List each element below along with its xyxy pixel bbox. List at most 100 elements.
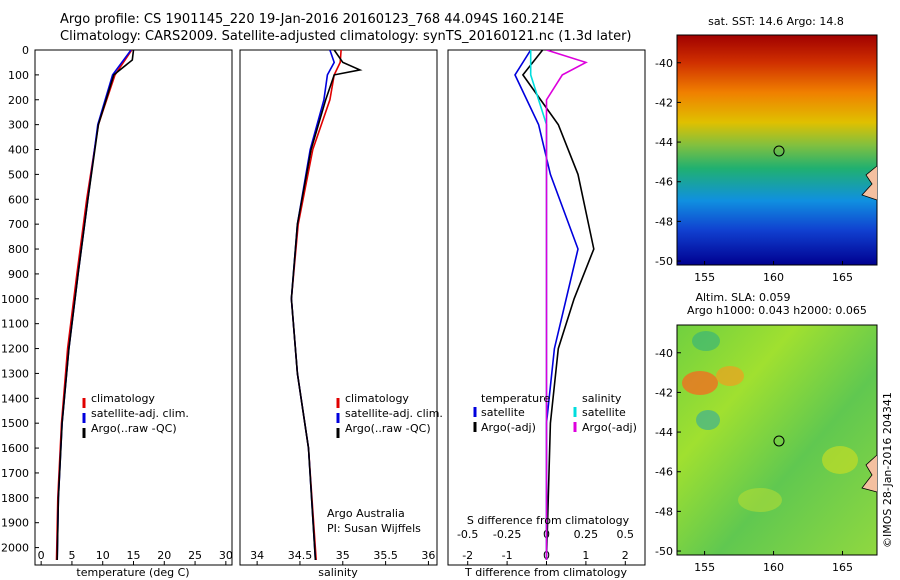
lon-tick-label: 160: [763, 271, 784, 284]
depth-tick-label: 800: [8, 243, 29, 256]
temperature-panel: 0100200300400500600700800900100011001200…: [1, 44, 233, 579]
x-tick-label: 5: [68, 549, 75, 562]
depth-tick-label: 400: [8, 144, 29, 157]
x-tick-label: 20: [157, 549, 171, 562]
x-tick-label: 34.5: [288, 549, 313, 562]
x-tick-label: -2: [462, 549, 473, 562]
x-tick-label: 35.5: [373, 549, 398, 562]
sst-map: sat. SST: 14.6 Argo: 14.8 155 160 165 -40 -4…: [655, 15, 878, 284]
annotation-pi: PI: Susan Wijffels: [327, 522, 421, 535]
depth-tick-label: 2000: [1, 542, 29, 555]
x-tick-label: 2: [622, 549, 629, 562]
sla-map: Altim. SLA: 0.059 Argo h1000: 0.043 h200…: [655, 291, 878, 574]
x-tick-label: 36: [421, 549, 435, 562]
legend-temp-argo: Argo(-adj): [481, 421, 536, 434]
depth-tick-label: 1000: [1, 293, 29, 306]
legend-satellite-adj: satellite-adj. clim.: [91, 407, 189, 420]
difference-legend: temperature salinity satellite Argo(-adj…: [473, 392, 637, 434]
lat-tick-label: -40: [655, 347, 673, 360]
depth-tick-label: 1800: [1, 492, 29, 505]
x-tick-label-salinity: 0.25: [574, 528, 599, 541]
lon-tick-label: 160: [763, 561, 784, 574]
depth-tick-label: 1700: [1, 467, 29, 480]
salinity-legend: climatology satellite-adj. clim. Argo(..…: [336, 392, 443, 438]
title-line-1: Argo profile: CS 1901145_220 19-Jan-2016…: [60, 12, 565, 27]
legend-climatology: climatology: [91, 392, 155, 405]
lat-tick-label: -40: [655, 57, 673, 70]
x-tick-label: 25: [188, 549, 202, 562]
legend-header-salinity: salinity: [582, 392, 622, 405]
lat-tick-label: -50: [655, 255, 673, 268]
x-tick-label-salinity: 0.5: [617, 528, 635, 541]
sla-map-subtitle: Argo h1000: 0.043 h2000: 0.065: [687, 304, 867, 317]
depth-tick-label: 1900: [1, 517, 29, 530]
lat-tick-label: -48: [655, 505, 673, 518]
depth-tick-label: 500: [8, 168, 29, 181]
sst-argo-marker: [773, 145, 785, 157]
sla-map-title: Altim. SLA: 0.059: [695, 291, 790, 304]
depth-tick-label: 1100: [1, 318, 29, 331]
series-line-3: [545, 50, 588, 560]
legend-satellite-adj: satellite-adj. clim.: [345, 407, 443, 420]
difference-panel: -2 -1 0 1 2 -0.5 -0.25 0 0.25 0.5 T difference f…: [447, 49, 646, 579]
lon-tick-label: 165: [832, 271, 853, 284]
lat-tick-label: -44: [655, 136, 673, 149]
coastline: [861, 165, 878, 201]
depth-tick-label: 200: [8, 94, 29, 107]
temperature-axes-box: [34, 49, 233, 566]
temperature-xlabel: temperature (deg C): [76, 566, 189, 579]
series-line-0: [514, 50, 579, 560]
temperature-legend: climatology satellite-adj. clim. Argo(..…: [82, 392, 189, 438]
series-line-1: [521, 50, 595, 561]
depth-tick-label: 1400: [1, 392, 29, 405]
series-line-2: [290, 50, 363, 561]
depth-tick-label: 300: [8, 119, 29, 132]
depth-tick-label: 100: [8, 69, 29, 82]
salinity-xlabel: salinity: [318, 566, 358, 579]
depth-tick-label: 600: [8, 193, 29, 206]
x-tick-label: 30: [219, 549, 233, 562]
legend-temp-satellite: satellite: [481, 406, 525, 419]
coastline: [861, 454, 878, 493]
sla-field: [677, 325, 877, 555]
lat-tick-label: -42: [655, 96, 673, 109]
lat-tick-label: -50: [655, 545, 673, 558]
legend-header-temperature: temperature: [481, 392, 550, 405]
series-line-2: [56, 50, 135, 561]
x-tick-label: 34: [250, 549, 264, 562]
x-tick-label-salinity: -0.25: [493, 528, 521, 541]
legend-climatology: climatology: [345, 392, 409, 405]
lat-tick-label: -42: [655, 386, 673, 399]
lon-tick-label: 155: [694, 271, 715, 284]
x-tick-label: 10: [96, 549, 110, 562]
legend-argo: Argo(..raw -QC): [91, 422, 177, 435]
depth-tick-label: 1200: [1, 343, 29, 356]
lon-tick-label: 155: [694, 561, 715, 574]
difference-xlabel: T difference from climatology: [464, 566, 627, 579]
lat-tick-label: -46: [655, 466, 673, 479]
lat-tick-label: -46: [655, 176, 673, 189]
salinity-panel: 34 34.5 35 35.5 36 salinity climatology sate…: [239, 49, 443, 579]
x-tick-label: 1: [582, 549, 589, 562]
lat-tick-label: -48: [655, 215, 673, 228]
lon-tick-label: 165: [832, 561, 853, 574]
depth-tick-label: 0: [22, 44, 29, 57]
sst-map-title: sat. SST: 14.6 Argo: 14.8: [708, 15, 844, 28]
sst-field: [677, 35, 877, 265]
imos-credit: ©IMOS 28-Jan-2016 204341: [881, 392, 894, 548]
legend-sal-satellite: satellite: [582, 406, 626, 419]
lat-tick-label: -44: [655, 426, 673, 439]
annotation-argo-australia: Argo Australia: [327, 507, 405, 520]
depth-tick-label: 700: [8, 218, 29, 231]
x-tick-label: 0: [38, 549, 45, 562]
legend-argo: Argo(..raw -QC): [345, 422, 431, 435]
depth-tick-label: 900: [8, 268, 29, 281]
depth-tick-label: 1300: [1, 367, 29, 380]
sla-argo-marker: [773, 435, 785, 447]
x-tick-label: -1: [502, 549, 513, 562]
x-tick-label-salinity: -0.5: [457, 528, 478, 541]
difference-xlabel-salinity: S difference from climatology: [467, 514, 630, 527]
x-tick-label: 15: [127, 549, 141, 562]
depth-tick-label: 1500: [1, 417, 29, 430]
